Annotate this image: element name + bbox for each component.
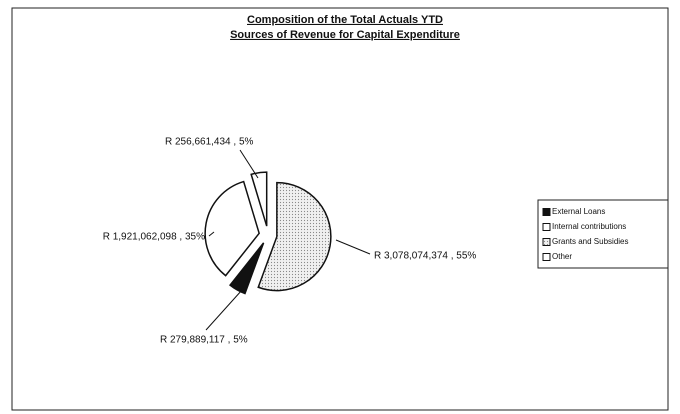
legend-box	[537, 199, 669, 269]
leader-line	[239, 149, 259, 179]
pie-slice	[229, 242, 265, 295]
data-label: R 279,889,117 , 5%	[160, 335, 248, 346]
legend-label: Grants and Subsidies	[552, 237, 629, 246]
leader-line	[335, 239, 371, 255]
data-label: R 256,661,434 , 5%	[165, 137, 254, 148]
legend-swatch	[542, 238, 551, 246]
legend-label: Internal contributions	[552, 222, 626, 231]
data-label: R 1,921,062,098 , 35%	[103, 232, 205, 243]
legend-swatch	[542, 253, 551, 261]
chart-title: Composition of the Total Actuals YTD	[247, 14, 443, 26]
legend-swatch	[542, 208, 551, 216]
legend-swatch	[542, 223, 551, 231]
legend-label: Other	[552, 252, 572, 261]
pie-slice	[250, 171, 268, 227]
data-label: R 3,078,074,374 , 55%	[374, 251, 476, 262]
pie-slice	[257, 181, 332, 292]
leader-line	[208, 231, 215, 237]
chart-subtitle: Sources of Revenue for Capital Expenditu…	[230, 29, 460, 41]
legend-label: External Loans	[552, 207, 605, 216]
pie-slice	[204, 180, 260, 277]
leader-line	[205, 289, 243, 331]
